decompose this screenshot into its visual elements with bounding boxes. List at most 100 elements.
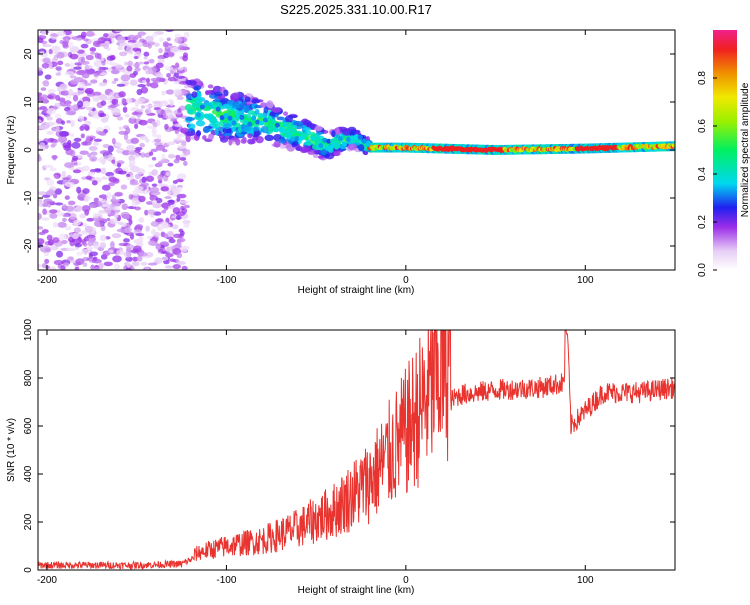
heatmap-cell [80,43,89,49]
heatmap-cell [189,80,197,86]
heatmap-cell [247,121,253,127]
heatmap-cell [239,102,246,109]
heatmap-cell [138,235,144,242]
heatmap-cell [46,116,54,121]
heatmap-cell [135,233,145,237]
heatmap-cell [227,115,233,121]
heatmap-cell [137,84,147,88]
heatmap-cell [130,137,140,144]
heatmap-cell [39,142,46,149]
heatmap-cell [334,144,340,150]
heatmap-cell [125,256,133,262]
heatmap-cell [167,98,174,103]
heatmap-cell [42,57,51,64]
heatmap-cell [267,126,274,134]
spectrogram-y-tick-label: -10 [23,190,34,205]
heatmap-cell [116,116,124,121]
heatmap-cell [183,204,191,209]
heatmap-cell [167,51,175,58]
heatmap-cell [163,206,169,211]
heatmap-cell [251,99,261,104]
heatmap-cell [231,120,237,126]
heatmap-cell [345,136,351,142]
heatmap-cell [38,107,44,111]
heatmap-cell [135,147,143,151]
spectrogram-x-tick-label: -200 [37,275,57,286]
heatmap-cell [92,95,101,102]
heatmap-cell [99,242,107,249]
heatmap-cell [73,162,78,166]
heatmap-cell [159,101,169,107]
heatmap-cell [131,200,137,208]
heatmap-cell [145,175,155,183]
heatmap-cell [167,162,174,167]
heatmap-cell [83,100,91,107]
heatmap-cell [38,154,41,162]
heatmap-cell [111,98,119,105]
heatmap-cell [140,261,148,266]
heatmap-cell [101,61,106,66]
heatmap-cell [145,77,151,83]
heatmap-cell [109,218,118,225]
heatmap-cell [147,43,152,49]
heatmap-cell [282,122,288,128]
heatmap-cell [172,259,177,263]
heatmap-cell [79,150,89,155]
heatmap-cell [243,120,249,126]
heatmap-cell [74,62,83,66]
heatmap-cell [123,251,132,258]
heatmap-cell [177,45,186,51]
heatmap-cell [46,179,55,186]
heatmap-cell [80,60,90,65]
spectrogram-y-tick-label: -20 [23,238,34,253]
heatmap-cell [38,125,49,130]
heatmap-cell [176,252,183,259]
heatmap-cell [55,66,62,71]
heatmap-cell [119,51,128,57]
colorbar-label: Normalized spectral amplitude [740,82,750,217]
heatmap-cell [72,155,79,161]
heatmap-cell [125,42,135,48]
heatmap-cell [173,158,180,164]
heatmap-cell [64,162,75,168]
heatmap-cell [72,232,79,240]
heatmap-cell [177,193,187,199]
heatmap-cell [45,121,55,127]
heatmap-cell [128,219,133,225]
heatmap-cell [46,234,53,241]
snr-x-label: Height of straight line (km) [298,585,415,596]
heatmap-cell [73,66,82,70]
heatmap-cell [90,51,96,55]
heatmap-cell [64,71,75,76]
heatmap-cell [129,182,140,186]
heatmap-cell [103,155,109,160]
heatmap-cell [125,244,135,250]
heatmap-cell [108,249,114,254]
snr-panel: -200 -100 0 100 0 200 400 600 800 1000 Height of… [6,318,676,596]
heatmap-cell [71,104,78,109]
heatmap-cell [93,267,101,270]
heatmap-cell [318,143,324,149]
heatmap-cell [178,228,184,233]
heatmap-cell [114,192,123,197]
spectrogram-heatmap [38,30,675,270]
heatmap-cell [211,117,217,123]
heatmap-cell [185,134,191,143]
heatmap-cell [49,245,59,251]
heatmap-cell [47,89,56,94]
heatmap-cell [117,221,124,225]
heatmap-cell [136,168,146,175]
heatmap-cell [167,76,176,82]
heatmap-cell [247,110,256,116]
heatmap-cell [99,93,108,101]
heatmap-cell [326,138,332,144]
heatmap-cell [264,134,275,142]
heatmap-cell [176,132,182,139]
snr-series-line [38,330,675,570]
heatmap-cell [156,134,162,140]
heatmap-cell [131,256,139,262]
heatmap-cell [152,79,161,83]
heatmap-cell [42,107,48,112]
heatmap-cell [145,201,154,205]
heatmap-cell [82,188,90,194]
